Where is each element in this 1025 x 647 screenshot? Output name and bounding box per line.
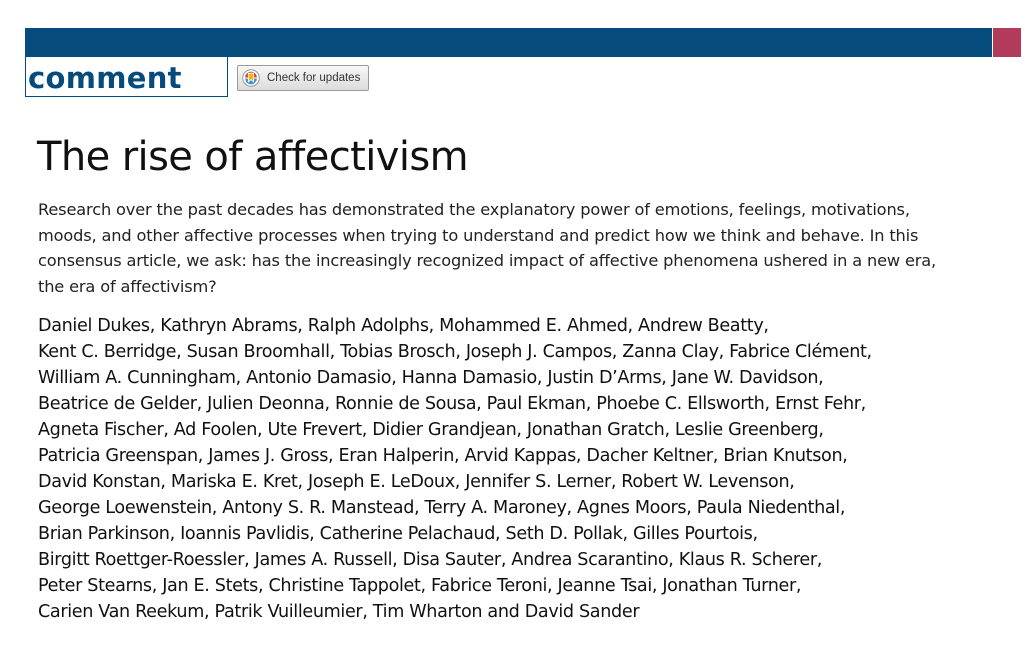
author-line: Agneta Fischer, Ad Foolen, Ute Frevert, … — [38, 420, 824, 440]
author-line: George Loewenstein, Antony S. R. Manstea… — [38, 498, 846, 518]
standfirst-line: consensus article, we ask: has the incre… — [38, 251, 937, 271]
author-line: Carien Van Reekum, Patrik Vuilleumier, T… — [38, 602, 640, 622]
check-for-updates-button[interactable]: Check for updates — [237, 65, 369, 91]
author-list: Daniel Dukes, Kathryn Abrams, Ralph Adol… — [38, 313, 998, 625]
author-line: Kent C. Berridge, Susan Broomhall, Tobia… — [38, 342, 872, 362]
standfirst: Research over the past decades has demon… — [38, 197, 998, 300]
section-label: comment — [28, 61, 182, 95]
header-bar — [25, 28, 992, 57]
author-line: Peter Stearns, Jan E. Stets, Christine T… — [38, 576, 802, 596]
author-line: Daniel Dukes, Kathryn Abrams, Ralph Adol… — [38, 316, 769, 336]
author-line: David Konstan, Mariska E. Kret, Joseph E… — [38, 472, 795, 492]
check-for-updates-label: Check for updates — [267, 72, 361, 84]
author-line: Beatrice de Gelder, Julien Deonna, Ronni… — [38, 394, 866, 414]
author-line: Birgitt Roettger-Roessler, James A. Russ… — [38, 550, 822, 570]
author-line: Brian Parkinson, Ioannis Pavlidis, Cathe… — [38, 524, 758, 544]
article-title: The rise of affectivism — [37, 134, 469, 180]
crossmark-icon — [242, 69, 260, 87]
header-accent-block — [993, 28, 1021, 57]
author-line: Patricia Greenspan, James J. Gross, Eran… — [38, 446, 848, 466]
standfirst-line: Research over the past decades has demon… — [38, 200, 910, 219]
standfirst-line: moods, and other affective processes whe… — [38, 225, 919, 245]
standfirst-line: the era of affectivism? — [38, 277, 217, 297]
author-line: William A. Cunningham, Antonio Damasio, … — [38, 368, 824, 388]
section-label-box — [25, 57, 228, 97]
